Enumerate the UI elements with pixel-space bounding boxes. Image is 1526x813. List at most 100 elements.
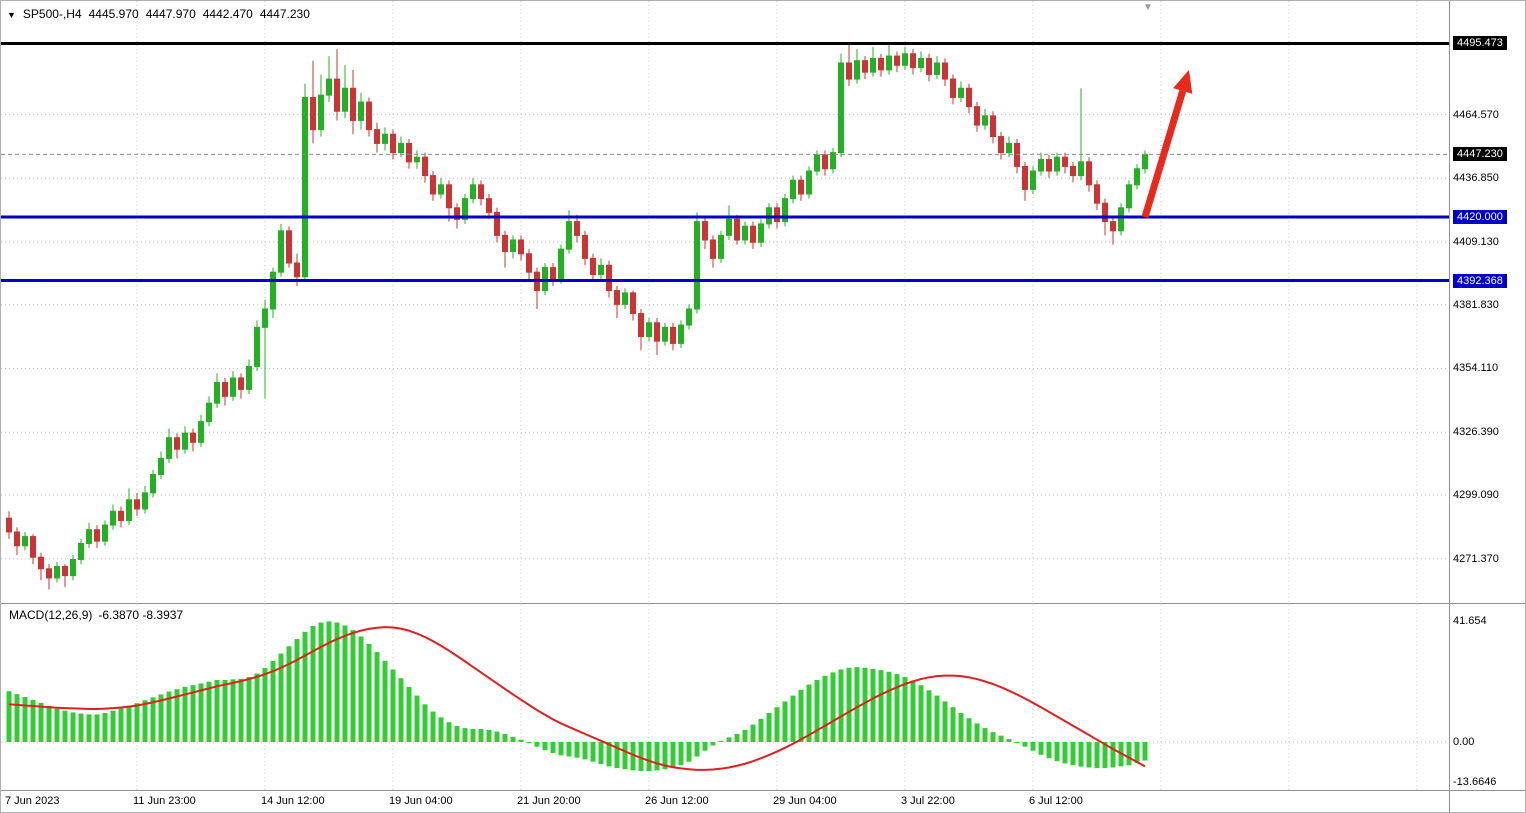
time-axis[interactable]: 7 Jun 2023 11 Jun 23:00 14 Jun 12:00 19 Jun…: [1, 792, 1525, 812]
ohlc-open: 4445.970: [88, 7, 139, 21]
candle: [870, 46, 876, 77]
price-axis-label: 4326.390: [1453, 426, 1499, 439]
macd-indicator-name: MACD(12,26,9): [9, 608, 93, 622]
macd-bar: [518, 739, 524, 742]
candle: [934, 56, 940, 80]
candle: [486, 194, 492, 220]
candle: [638, 308, 644, 351]
price-axis-label[interactable]: 4495.473: [1453, 36, 1507, 51]
macd-bar: [158, 694, 164, 742]
candle: [182, 426, 188, 454]
price-axis-label[interactable]: 4447.230: [1453, 147, 1507, 162]
macd-bar: [190, 685, 196, 742]
candle: [710, 235, 716, 268]
candle: [78, 538, 84, 565]
macd-bar: [566, 742, 572, 757]
macd-bar: [94, 714, 100, 742]
time-axis-label: 19 Jun 04:00: [389, 795, 453, 807]
candle: [206, 396, 212, 427]
macd-bar: [878, 670, 884, 742]
macd-axis-label: 41.654: [1453, 615, 1487, 628]
price-axis-label: 4299.090: [1453, 488, 1499, 501]
candle: [750, 221, 756, 250]
candle: [1142, 150, 1148, 174]
macd-bar: [270, 660, 276, 742]
candle: [982, 108, 988, 130]
macd-bar: [558, 742, 564, 756]
macd-bar: [374, 652, 380, 742]
macd-bar: [294, 639, 300, 742]
candle: [966, 83, 972, 114]
price-axis-label[interactable]: 4392.368: [1453, 273, 1507, 288]
macd-bar: [38, 702, 44, 742]
macd-bar: [422, 704, 428, 742]
macd-bar: [606, 742, 612, 767]
macd-bar: [950, 707, 956, 742]
macd-bar: [998, 735, 1004, 742]
candle: [910, 49, 916, 75]
candle: [1118, 203, 1124, 236]
macd-bar: [14, 694, 20, 742]
macd-bar: [382, 660, 388, 742]
candle: [742, 221, 748, 245]
price-axis-label[interactable]: 4420.000: [1453, 210, 1507, 224]
candle: [246, 359, 252, 395]
macd-bar: [662, 742, 668, 770]
time-axis-label: 26 Jun 12:00: [645, 795, 709, 807]
macd-bar: [686, 742, 692, 762]
macd-bar: [206, 681, 212, 742]
macd-bar: [510, 736, 516, 742]
candle: [478, 180, 484, 206]
candle: [942, 58, 948, 86]
macd-bar: [182, 686, 188, 742]
candle: [110, 504, 116, 530]
macd-bar: [254, 673, 260, 742]
candle: [534, 267, 540, 309]
candle: [366, 97, 372, 137]
candle: [1038, 152, 1044, 176]
macd-bar: [78, 713, 84, 742]
candle: [782, 194, 788, 227]
macd-bar: [726, 737, 732, 742]
candle: [142, 485, 148, 514]
candle: [622, 288, 628, 309]
macd-bar: [910, 680, 916, 742]
candle: [550, 262, 556, 286]
macd-bar: [822, 675, 828, 742]
candle: [1046, 154, 1052, 178]
macd-bar: [302, 631, 308, 742]
macd-bar: [198, 683, 204, 742]
macd-bar: [286, 646, 292, 742]
candle: [1054, 152, 1060, 176]
macd-bar: [46, 705, 52, 742]
time-axis-label: 7 Jun 2023: [5, 795, 60, 807]
candle: [990, 111, 996, 144]
chart-shift-marker-icon[interactable]: ▼: [1143, 2, 1153, 13]
candle: [390, 129, 396, 160]
macd-bar: [1006, 739, 1012, 742]
macd-bar: [790, 695, 796, 742]
macd-bar: [582, 742, 588, 760]
macd-bar: [734, 733, 740, 742]
forecast-arrow[interactable]: [1141, 69, 1193, 219]
candle: [406, 138, 412, 169]
candle: [950, 74, 956, 105]
price-axis[interactable]: 4495.473 4464.570 4447.230 4436.850 4420.000…: [1451, 1, 1525, 790]
macd-bar: [1014, 742, 1020, 743]
candle: [918, 51, 924, 73]
candle: [838, 53, 844, 158]
macd-bar: [678, 742, 684, 766]
candle: [118, 506, 124, 528]
macd-bar: [110, 710, 116, 742]
macd-bar: [446, 722, 452, 742]
macd-bar: [622, 742, 628, 770]
macd-bar: [718, 740, 724, 742]
macd-bar: [246, 677, 252, 742]
macd-bar: [1134, 742, 1140, 763]
macd-bar: [342, 625, 348, 742]
macd-bar: [550, 742, 556, 754]
candle: [582, 230, 588, 266]
candle: [38, 552, 44, 581]
candle: [518, 235, 524, 261]
